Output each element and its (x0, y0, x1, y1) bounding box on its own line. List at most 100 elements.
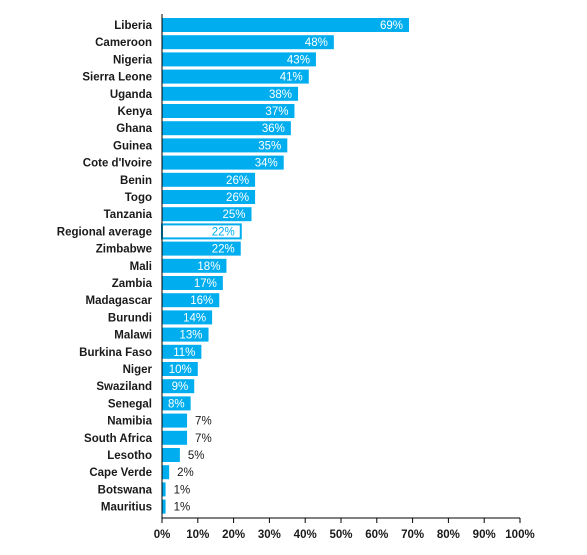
x-axis: 0% 10% 20% 30% 40% 50% 60% 70% 80% 90% 100% (154, 14, 535, 541)
category-label-ghana: Ghana (116, 123, 152, 135)
value-label-cote-d-ivoire: 34% (255, 158, 278, 170)
value-label-senegal: 8% (168, 398, 185, 410)
bar-guinea (162, 138, 288, 153)
category-label-swaziland: Swaziland (96, 381, 152, 393)
x-tick-label: 50% (329, 529, 352, 541)
category-label-kenya: Kenya (117, 106, 152, 118)
x-tick-label: 20% (222, 529, 245, 541)
x-tick-label: 100% (505, 529, 534, 541)
value-label-nigeria: 43% (287, 54, 310, 66)
value-label-cameroon: 48% (305, 37, 328, 49)
category-label-niger: Niger (123, 364, 153, 376)
bar-uganda (162, 86, 299, 101)
value-labels: 69% 48% 43% 41% 38% 37% 36% 35% 34% 26% 26% 25% 22% 2… (168, 20, 403, 514)
category-label-senegal: Senegal (108, 398, 152, 410)
category-label-liberia: Liberia (114, 20, 152, 32)
bar-south-africa (162, 430, 188, 445)
bar-swaziland (162, 379, 195, 394)
x-tick-label: 90% (473, 529, 496, 541)
category-label-botswana: Botswana (98, 484, 153, 496)
value-label-togo: 26% (226, 192, 249, 204)
value-label-liberia: 69% (380, 20, 403, 32)
value-label-burkina-faso: 11% (173, 347, 195, 359)
category-label-zambia: Zambia (112, 278, 153, 290)
category-label-cape-verde: Cape Verde (89, 467, 152, 479)
bar-nigeria (162, 52, 316, 67)
category-label-regional-average: Regional average (57, 226, 152, 238)
category-label-benin: Benin (120, 175, 152, 187)
x-tick-label: 30% (258, 529, 281, 541)
bar-mali (162, 258, 227, 273)
category-label-mali: Mali (130, 261, 152, 273)
bar-liberia (162, 18, 410, 32)
category-label-tanzania: Tanzania (104, 209, 153, 221)
value-label-south-africa: 7% (195, 433, 212, 445)
bar-burundi (162, 310, 213, 325)
x-tick-label: 0% (154, 529, 171, 541)
value-label-namibia: 7% (195, 416, 212, 428)
bar-niger (162, 362, 198, 376)
bar-malawi (162, 327, 209, 342)
bar-zimbabwe (162, 241, 241, 256)
value-label-burundi: 14% (183, 312, 206, 324)
category-label-guinea: Guinea (113, 140, 153, 152)
category-label-mauritius: Mauritius (101, 502, 152, 514)
value-label-zimbabwe: 22% (212, 244, 235, 256)
category-label-cameroon: Cameroon (95, 37, 152, 49)
bar-ghana (162, 121, 291, 136)
value-label-ghana: 36% (262, 123, 285, 135)
x-tick-label: 80% (437, 529, 460, 541)
category-label-togo: Togo (125, 192, 152, 204)
bar-benin (162, 172, 256, 187)
x-tick-label: 70% (401, 529, 424, 541)
value-label-botswana: 1% (174, 484, 191, 496)
value-label-regional-average: 22% (212, 226, 235, 238)
category-label-burundi: Burundi (108, 312, 152, 324)
bar-cameroon (162, 35, 334, 50)
category-labels: Liberia Cameroon Nigeria Sierra Leone Uganda… (57, 20, 153, 514)
value-label-niger: 10% (169, 364, 192, 376)
x-tick-label: 10% (186, 529, 209, 541)
category-label-burkina-faso: Burkina Faso (79, 347, 152, 359)
bar-madagascar (162, 293, 220, 308)
bar-namibia (162, 413, 188, 428)
category-label-cote-d-ivoire: Cote d'Ivoire (83, 158, 152, 170)
bar-togo (162, 190, 256, 204)
bar-kenya (162, 104, 295, 118)
category-label-namibia: Namibia (107, 416, 152, 428)
bar-burkina-faso (162, 344, 202, 359)
bar-mauritius (162, 499, 166, 514)
bar-cape-verde (162, 465, 170, 480)
value-label-benin: 26% (226, 175, 249, 187)
category-label-nigeria: Nigeria (113, 54, 153, 66)
category-label-lesotho: Lesotho (107, 450, 152, 462)
value-label-tanzania: 25% (222, 209, 245, 221)
category-label-malawi: Malawi (114, 330, 152, 342)
value-label-madagascar: 16% (190, 295, 213, 307)
category-label-zimbabwe: Zimbabwe (96, 244, 152, 256)
category-label-uganda: Uganda (110, 89, 153, 101)
bar-sierra-leone (162, 69, 309, 84)
category-label-south-africa: South Africa (84, 433, 153, 445)
bar-zambia (162, 276, 223, 290)
value-label-malawi: 13% (180, 330, 203, 342)
bar-senegal (162, 396, 191, 411)
value-label-guinea: 35% (258, 140, 281, 152)
value-label-cape-verde: 2% (177, 467, 194, 479)
bar-lesotho (162, 448, 180, 462)
bar-cote-d-ivoire (162, 155, 284, 170)
value-label-mali: 18% (197, 261, 220, 273)
x-tick-label: 40% (294, 529, 317, 541)
category-label-sierra-leone: Sierra Leone (82, 72, 152, 84)
category-label-madagascar: Madagascar (86, 295, 153, 307)
value-label-zambia: 17% (194, 278, 217, 290)
bar-tanzania (162, 207, 252, 222)
bar-botswana (162, 482, 166, 497)
x-tick-label: 60% (365, 529, 388, 541)
value-label-mauritius: 1% (174, 502, 191, 514)
value-label-swaziland: 9% (172, 381, 189, 393)
value-label-lesotho: 5% (188, 450, 205, 462)
value-label-uganda: 38% (269, 89, 292, 101)
bars-group (161, 18, 410, 514)
